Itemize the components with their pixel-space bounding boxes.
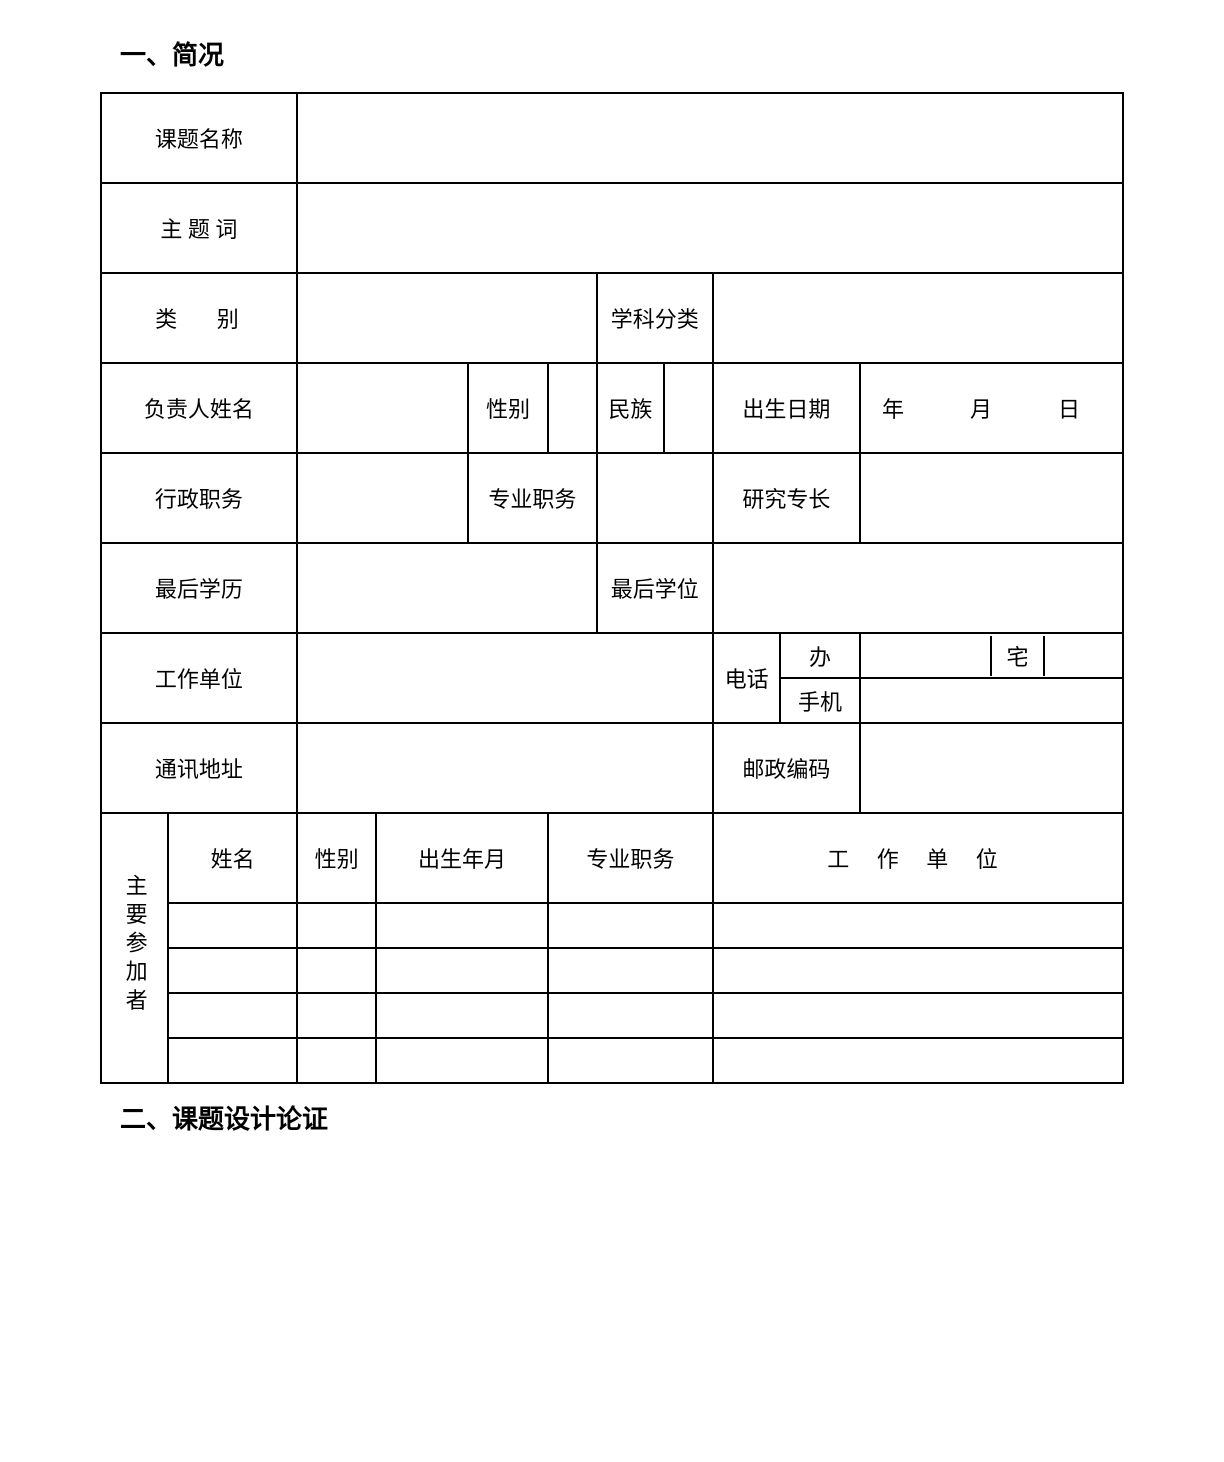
label-work-unit: 工作单位 bbox=[101, 633, 297, 723]
label-birth-date: 出生日期 bbox=[713, 363, 860, 453]
value-p3-gender[interactable] bbox=[297, 1038, 377, 1083]
value-ethnicity[interactable] bbox=[664, 363, 713, 453]
value-p3-prof-position[interactable] bbox=[548, 1038, 713, 1083]
value-phone-home[interactable] bbox=[1044, 636, 1122, 676]
value-p0-name[interactable] bbox=[168, 903, 297, 948]
label-phone-office: 办 bbox=[780, 633, 860, 678]
label-keywords: 主 题 词 bbox=[101, 183, 297, 273]
label-postcode: 邮政编码 bbox=[713, 723, 860, 813]
label-ethnicity: 民族 bbox=[597, 363, 664, 453]
value-birth-date-format[interactable]: 年 月 日 bbox=[860, 363, 1123, 453]
label-gender: 性别 bbox=[468, 363, 548, 453]
value-p3-name[interactable] bbox=[168, 1038, 297, 1083]
value-p1-gender[interactable] bbox=[297, 948, 377, 993]
value-p2-birth[interactable] bbox=[376, 993, 547, 1038]
value-leader-name[interactable] bbox=[297, 363, 468, 453]
label-phone-mobile: 手机 bbox=[780, 678, 860, 723]
value-work-unit[interactable] bbox=[297, 633, 713, 723]
label-p-work-unit: 工 作 单 位 bbox=[713, 813, 1123, 903]
label-p-gender: 性别 bbox=[297, 813, 377, 903]
value-p1-prof-position[interactable] bbox=[548, 948, 713, 993]
label-p-name: 姓名 bbox=[168, 813, 297, 903]
value-p2-prof-position[interactable] bbox=[548, 993, 713, 1038]
value-p3-birth[interactable] bbox=[376, 1038, 547, 1083]
label-final-education: 最后学历 bbox=[101, 543, 297, 633]
section-1-heading: 一、简况 bbox=[100, 35, 1124, 72]
label-subject-class: 学科分类 bbox=[597, 273, 713, 363]
label-p-birth: 出生年月 bbox=[376, 813, 547, 903]
value-prof-position[interactable] bbox=[597, 453, 713, 543]
label-participants: 主要参加者 bbox=[101, 813, 168, 1083]
label-topic-name: 课题名称 bbox=[101, 93, 297, 183]
value-p2-name[interactable] bbox=[168, 993, 297, 1038]
value-p1-name[interactable] bbox=[168, 948, 297, 993]
value-p1-work-unit[interactable] bbox=[713, 948, 1123, 993]
value-p0-gender[interactable] bbox=[297, 903, 377, 948]
label-admin-position: 行政职务 bbox=[101, 453, 297, 543]
label-category: 类别 bbox=[101, 273, 297, 363]
value-subject-class[interactable] bbox=[713, 273, 1123, 363]
profile-table: 课题名称 主 题 词 类别 学科分类 负责人姓名 性别 民族 出生日期 年 月 … bbox=[100, 92, 1124, 1084]
label-research-specialty: 研究专长 bbox=[713, 453, 860, 543]
value-final-education[interactable] bbox=[297, 543, 597, 633]
value-phone-office[interactable] bbox=[861, 636, 992, 676]
value-p2-gender[interactable] bbox=[297, 993, 377, 1038]
value-final-degree[interactable] bbox=[713, 543, 1123, 633]
value-p1-birth[interactable] bbox=[376, 948, 547, 993]
value-gender[interactable] bbox=[548, 363, 597, 453]
label-final-degree: 最后学位 bbox=[597, 543, 713, 633]
value-p3-work-unit[interactable] bbox=[713, 1038, 1123, 1083]
value-phone-mobile[interactable] bbox=[860, 678, 1123, 723]
value-topic-name[interactable] bbox=[297, 93, 1123, 183]
value-p0-work-unit[interactable] bbox=[713, 903, 1123, 948]
value-research-specialty[interactable] bbox=[860, 453, 1123, 543]
label-prof-position: 专业职务 bbox=[468, 453, 597, 543]
label-p-prof-position: 专业职务 bbox=[548, 813, 713, 903]
label-phone-home: 宅 bbox=[991, 636, 1043, 676]
value-p2-work-unit[interactable] bbox=[713, 993, 1123, 1038]
value-keywords[interactable] bbox=[297, 183, 1123, 273]
value-address[interactable] bbox=[297, 723, 713, 813]
value-postcode[interactable] bbox=[860, 723, 1123, 813]
value-admin-position[interactable] bbox=[297, 453, 468, 543]
label-phone: 电话 bbox=[713, 633, 780, 723]
section-2-heading: 二、课题设计论证 bbox=[100, 1099, 1124, 1136]
label-address: 通讯地址 bbox=[101, 723, 297, 813]
value-p0-prof-position[interactable] bbox=[548, 903, 713, 948]
value-category[interactable] bbox=[297, 273, 597, 363]
value-p0-birth[interactable] bbox=[376, 903, 547, 948]
label-leader-name: 负责人姓名 bbox=[101, 363, 297, 453]
